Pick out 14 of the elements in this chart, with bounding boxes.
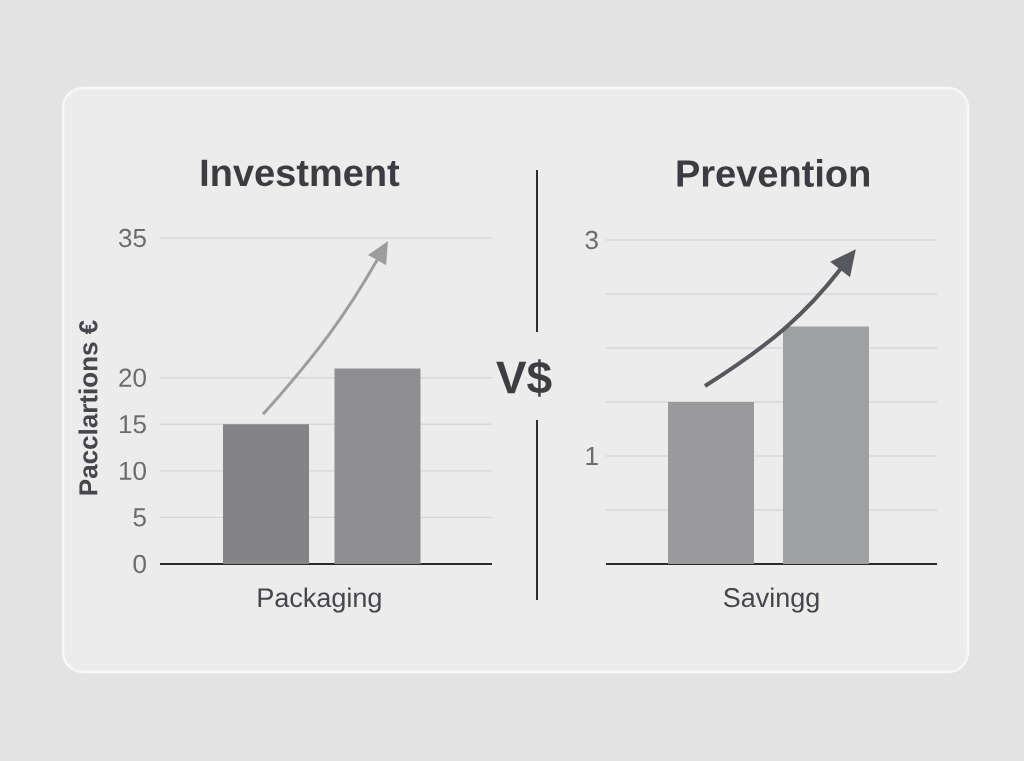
y-tick-label: 0 [133,554,146,574]
y-tick-label: 5 [133,508,146,527]
y-tick-label: 3 [585,230,598,250]
text: V$ [496,359,552,397]
chart-title: Prevention [677,159,869,187]
y-tick-label: 20 [119,368,146,387]
y-tick-label: 35 [119,228,146,248]
chart-title: Investment [201,159,400,187]
y-tick-label: 1 [586,447,598,465]
x-axis-title: Savingg [723,587,819,613]
y-tick-label: 10 [120,461,146,481]
y-tick-label: 15 [120,415,146,434]
y-axis-title: Pacclartions € [78,320,98,495]
x-axis-title: Packaging [258,587,381,613]
